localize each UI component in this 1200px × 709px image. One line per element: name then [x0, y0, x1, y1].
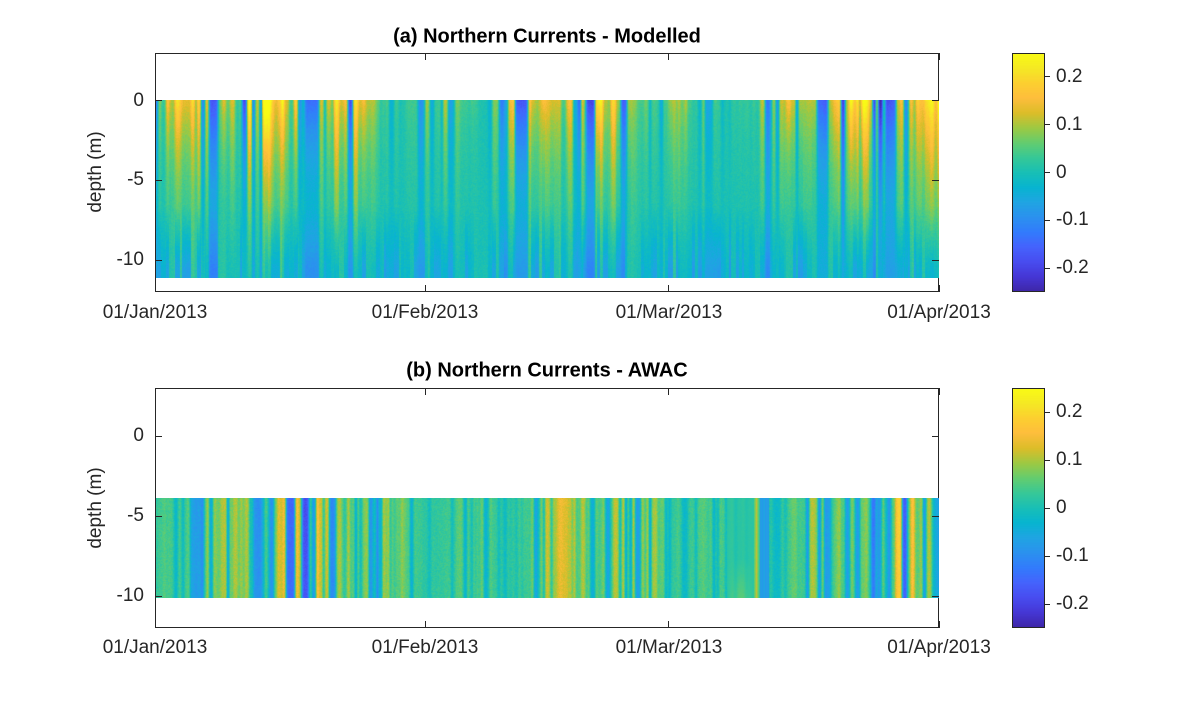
x-tick-mark: [424, 621, 426, 628]
y-tick-label: -10: [116, 249, 144, 271]
y-tick-mark-right: [932, 259, 939, 261]
y-tick-mark: [155, 515, 162, 517]
x-tick-mark-top: [938, 388, 940, 395]
x-tick-mark-top: [938, 53, 940, 60]
x-tick-label: 01/Feb/2013: [371, 302, 479, 323]
colorbar-tick-label: 0.1: [1056, 449, 1083, 470]
colorbar-tick-label: -0.1: [1056, 209, 1089, 231]
colorbar-tick-label: 0: [1056, 497, 1067, 518]
x-tick-mark: [668, 285, 670, 292]
y-tick-label: 0: [133, 425, 144, 446]
x-tick-mark: [938, 285, 940, 292]
y-tick-mark-right: [932, 100, 939, 102]
x-tick-label: 01/Mar/2013: [615, 637, 723, 658]
x-tick-label: 01/Feb/2013: [371, 637, 479, 658]
x-tick-label: 01/Jan/2013: [102, 302, 208, 323]
colorbar-tick-label: 0.1: [1056, 113, 1083, 135]
panel-a-colorbar: [1012, 53, 1045, 292]
colorbar-tick-label: -0.2: [1056, 593, 1089, 614]
y-tick-mark-right: [932, 435, 939, 437]
colorbar-tick-label: -0.2: [1056, 257, 1089, 279]
x-tick-mark-top: [154, 53, 156, 60]
y-tick-mark-right: [932, 595, 939, 597]
x-tick-mark: [668, 621, 670, 628]
colorbar-tick-mark: [1045, 76, 1050, 78]
colorbar-tick-label: 0: [1056, 161, 1067, 183]
x-tick-label: 01/Apr/2013: [887, 637, 991, 658]
panel-b-ylabel: depth (m): [85, 467, 106, 549]
panel-b-title: (b) Northern Currents - AWAC: [406, 359, 688, 382]
x-tick-mark-top: [424, 388, 426, 395]
colorbar-tick-label: 0.2: [1056, 65, 1083, 87]
y-tick-mark: [155, 595, 162, 597]
x-tick-mark-top: [668, 388, 670, 395]
colorbar-tick-mark: [1045, 555, 1050, 557]
colorbar-tick-mark: [1045, 603, 1050, 605]
x-tick-mark: [154, 285, 156, 292]
colorbar-tick-mark: [1045, 219, 1050, 221]
colorbar-tick-mark: [1045, 267, 1050, 269]
y-tick-mark-right: [932, 179, 939, 181]
x-tick-mark-top: [154, 388, 156, 395]
x-tick-label: 01/Apr/2013: [887, 302, 991, 323]
colorbar-tick-mark: [1045, 172, 1050, 173]
colorbar-tick-mark: [1045, 459, 1050, 461]
x-tick-mark: [938, 621, 940, 628]
panel-a-title: (a) Northern Currents - Modelled: [393, 25, 701, 48]
x-tick-mark-top: [668, 53, 670, 60]
y-tick-label: -5: [127, 169, 144, 191]
y-tick-label: -5: [127, 505, 144, 526]
x-tick-mark: [424, 285, 426, 292]
y-tick-mark: [155, 259, 162, 261]
x-tick-label: 01/Jan/2013: [102, 637, 208, 658]
y-tick-mark-right: [932, 515, 939, 517]
colorbar-tick-mark: [1045, 411, 1050, 413]
y-tick-label: 0: [133, 89, 144, 111]
colorbar-tick-label: 0.2: [1056, 401, 1083, 422]
y-tick-mark: [155, 179, 162, 181]
x-tick-label: 01/Mar/2013: [615, 302, 723, 323]
colorbar-tick-mark: [1045, 124, 1050, 126]
y-tick-mark: [155, 435, 162, 437]
colorbar-tick-label: -0.1: [1056, 545, 1089, 566]
panel-b-heatmap: [156, 498, 939, 598]
panel-a-heatmap: [156, 100, 939, 278]
panel-a-ylabel: depth (m): [85, 131, 106, 213]
x-tick-mark-top: [424, 53, 426, 60]
x-tick-mark: [154, 621, 156, 628]
panel-b-colorbar: [1012, 388, 1045, 628]
panel-b-colorbar-border: [1012, 388, 1045, 628]
y-tick-label: -10: [116, 585, 144, 606]
colorbar-tick-mark: [1045, 507, 1050, 509]
y-tick-mark: [155, 100, 162, 102]
panel-a-colorbar-border: [1012, 53, 1045, 292]
